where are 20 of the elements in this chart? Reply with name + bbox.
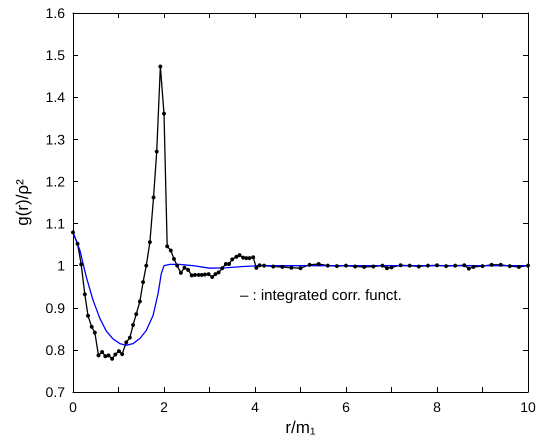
y-tick-label: 1.1 <box>46 216 66 232</box>
y-tick-label: 1.3 <box>46 131 66 148</box>
x-tick-label: 0 <box>69 399 78 415</box>
x-tick-label: 10 <box>520 399 536 415</box>
line-series <box>72 232 529 346</box>
y-tick-label: 1.5 <box>46 47 66 64</box>
y-tick-label: 0.8 <box>46 342 66 358</box>
y-tick-label: 1.6 <box>46 5 66 21</box>
x-tick-label: 8 <box>433 399 442 415</box>
x-tick-label: 6 <box>342 399 350 415</box>
y-tick-label: 1.4 <box>46 89 66 106</box>
y-tick-label: 1 <box>57 258 66 274</box>
y-tick-label: 0.9 <box>46 300 66 316</box>
y-tick-label: 0.7 <box>46 384 66 400</box>
x-axis-title: r/m₁ <box>285 418 316 437</box>
annotation: – : integrated corr. funct. <box>240 287 402 304</box>
y-axis-title: g(r)/ρ² <box>13 178 32 226</box>
y-tick-label: 1.2 <box>46 173 66 190</box>
x-tick-label: 4 <box>251 399 260 415</box>
x-tick-label: 2 <box>160 399 168 415</box>
